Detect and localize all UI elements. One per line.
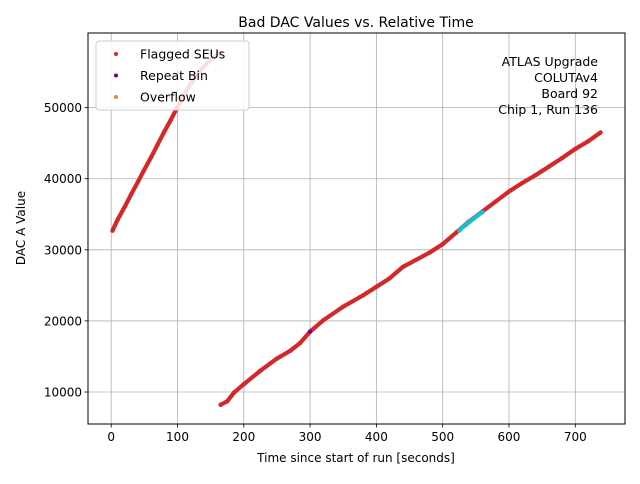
data-point: [586, 138, 591, 144]
data-point: [573, 146, 578, 152]
data-point: [533, 173, 538, 178]
data-point: [414, 257, 419, 262]
x-axis-label: Time since start of run [seconds]: [256, 451, 455, 465]
data-point: [135, 180, 140, 185]
data-point: [288, 348, 293, 353]
data-point: [128, 192, 134, 197]
data-point: [225, 399, 230, 404]
data-point: [168, 117, 174, 122]
data-point: [218, 402, 223, 407]
data-point: [546, 164, 551, 169]
legend-label-flagged: Flagged SEUs: [140, 47, 225, 62]
grid-layer: [88, 33, 625, 424]
legend-box: [95, 40, 250, 111]
data-point: [297, 340, 303, 346]
x-tick-label: 600: [498, 430, 521, 444]
legend-marker-repeat: [114, 73, 118, 78]
data-point: [231, 390, 237, 395]
y-tick-label: 30000: [44, 243, 82, 257]
annotation-line: ATLAS Upgrade: [502, 54, 599, 69]
data-point: [476, 212, 482, 217]
data-point: [480, 209, 485, 215]
y-tick-label: 10000: [44, 386, 82, 400]
data-point: [453, 230, 459, 235]
data-point: [274, 356, 280, 361]
y-tick-label: 50000: [44, 101, 82, 115]
legend-marker-overflow: [114, 95, 118, 99]
legend-label-repeat: Repeat Bin: [140, 68, 208, 83]
data-point: [321, 318, 326, 323]
legend: Flagged SEUs Repeat Bin Overflow: [95, 40, 250, 111]
x-tick-label: 0: [107, 430, 115, 444]
series-band: [218, 130, 603, 407]
x-tick-label: 200: [232, 430, 255, 444]
annotation-text: ATLAS Upgrade COLUTAv4 Board 92 Chip 1, …: [498, 54, 598, 117]
data-point: [440, 241, 445, 247]
y-tick-label: 20000: [44, 314, 82, 328]
data-point: [459, 226, 464, 231]
data-point: [241, 382, 246, 387]
data-point: [258, 368, 263, 373]
data-point: [427, 250, 432, 255]
x-tick-label: 300: [299, 430, 322, 444]
tick-layer: 0 100 200 300 400 500 600 700 10000 20000 30000 400…: [44, 101, 587, 444]
data-point: [520, 180, 525, 186]
data-point: [374, 284, 379, 289]
plot-frame: [87, 32, 626, 425]
data-point: [387, 276, 392, 281]
x-tick-label: 100: [166, 430, 189, 444]
data-point: [559, 155, 565, 161]
annotation-line: COLUTAv4: [534, 70, 598, 85]
data-point: [341, 304, 346, 309]
x-tick-label: 700: [564, 430, 587, 444]
legend-marker-flagged: [114, 52, 118, 56]
data-point: [598, 130, 603, 135]
data-point: [506, 189, 512, 194]
chart-title: Bad DAC Values vs. Relative Time: [238, 15, 473, 31]
data-point: [142, 167, 147, 172]
data-point: [122, 205, 127, 210]
legend-label-overflow: Overflow: [140, 90, 196, 105]
annotation-line: Board 92: [541, 86, 598, 101]
y-tick-label: 40000: [44, 172, 82, 186]
data-point: [307, 329, 313, 334]
data-point: [162, 129, 167, 134]
data-point: [360, 293, 366, 298]
data-point: [148, 155, 154, 160]
x-tick-label: 400: [365, 430, 388, 444]
y-axis-label: DAC A Value: [14, 191, 28, 265]
annotation-line: Chip 1, Run 136: [498, 102, 598, 117]
x-tick-label: 500: [431, 430, 454, 444]
data-point: [400, 264, 406, 270]
data-point: [493, 199, 498, 204]
data-point: [110, 228, 115, 233]
data-point: [155, 142, 160, 147]
data-point: [115, 217, 121, 222]
